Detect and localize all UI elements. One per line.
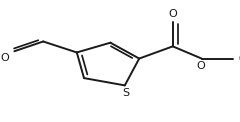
Text: O: O: [196, 61, 205, 71]
Text: CH₃: CH₃: [239, 54, 240, 64]
Text: S: S: [122, 88, 130, 98]
Text: O: O: [0, 53, 9, 63]
Text: O: O: [168, 9, 177, 19]
